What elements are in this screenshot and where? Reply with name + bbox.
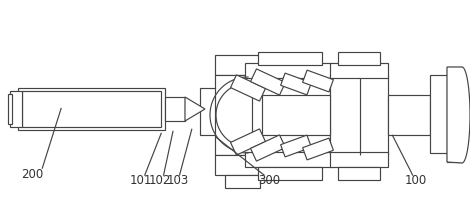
Bar xyxy=(338,167,380,180)
Text: 200: 200 xyxy=(21,168,43,181)
Bar xyxy=(225,175,260,188)
Bar xyxy=(8,94,12,124)
Bar xyxy=(245,63,332,78)
Bar xyxy=(258,52,322,65)
Bar xyxy=(252,75,330,155)
Bar xyxy=(258,167,322,180)
Bar xyxy=(215,55,270,75)
Bar xyxy=(338,52,380,65)
Polygon shape xyxy=(447,67,470,163)
Bar xyxy=(215,155,270,175)
Polygon shape xyxy=(303,138,333,160)
Bar xyxy=(430,75,447,153)
Bar xyxy=(330,75,388,155)
Text: 300: 300 xyxy=(258,174,280,187)
Polygon shape xyxy=(251,135,285,161)
Text: 102: 102 xyxy=(149,174,171,187)
Text: 100: 100 xyxy=(405,174,427,187)
Polygon shape xyxy=(303,70,333,92)
Polygon shape xyxy=(281,135,312,157)
Text: 103: 103 xyxy=(166,174,189,187)
Polygon shape xyxy=(281,73,312,95)
Bar xyxy=(215,75,270,155)
Bar xyxy=(388,95,430,135)
Bar xyxy=(22,91,161,127)
Bar xyxy=(330,152,388,167)
Bar xyxy=(245,152,332,167)
Bar xyxy=(165,97,185,121)
Bar xyxy=(18,88,165,130)
Bar xyxy=(10,91,22,127)
Bar xyxy=(330,63,388,78)
Polygon shape xyxy=(231,75,266,101)
Polygon shape xyxy=(185,97,205,121)
Text: 101: 101 xyxy=(130,174,152,187)
Bar xyxy=(447,67,462,162)
Bar xyxy=(262,95,330,135)
Polygon shape xyxy=(251,69,285,95)
Bar xyxy=(200,88,218,135)
Polygon shape xyxy=(231,129,266,155)
